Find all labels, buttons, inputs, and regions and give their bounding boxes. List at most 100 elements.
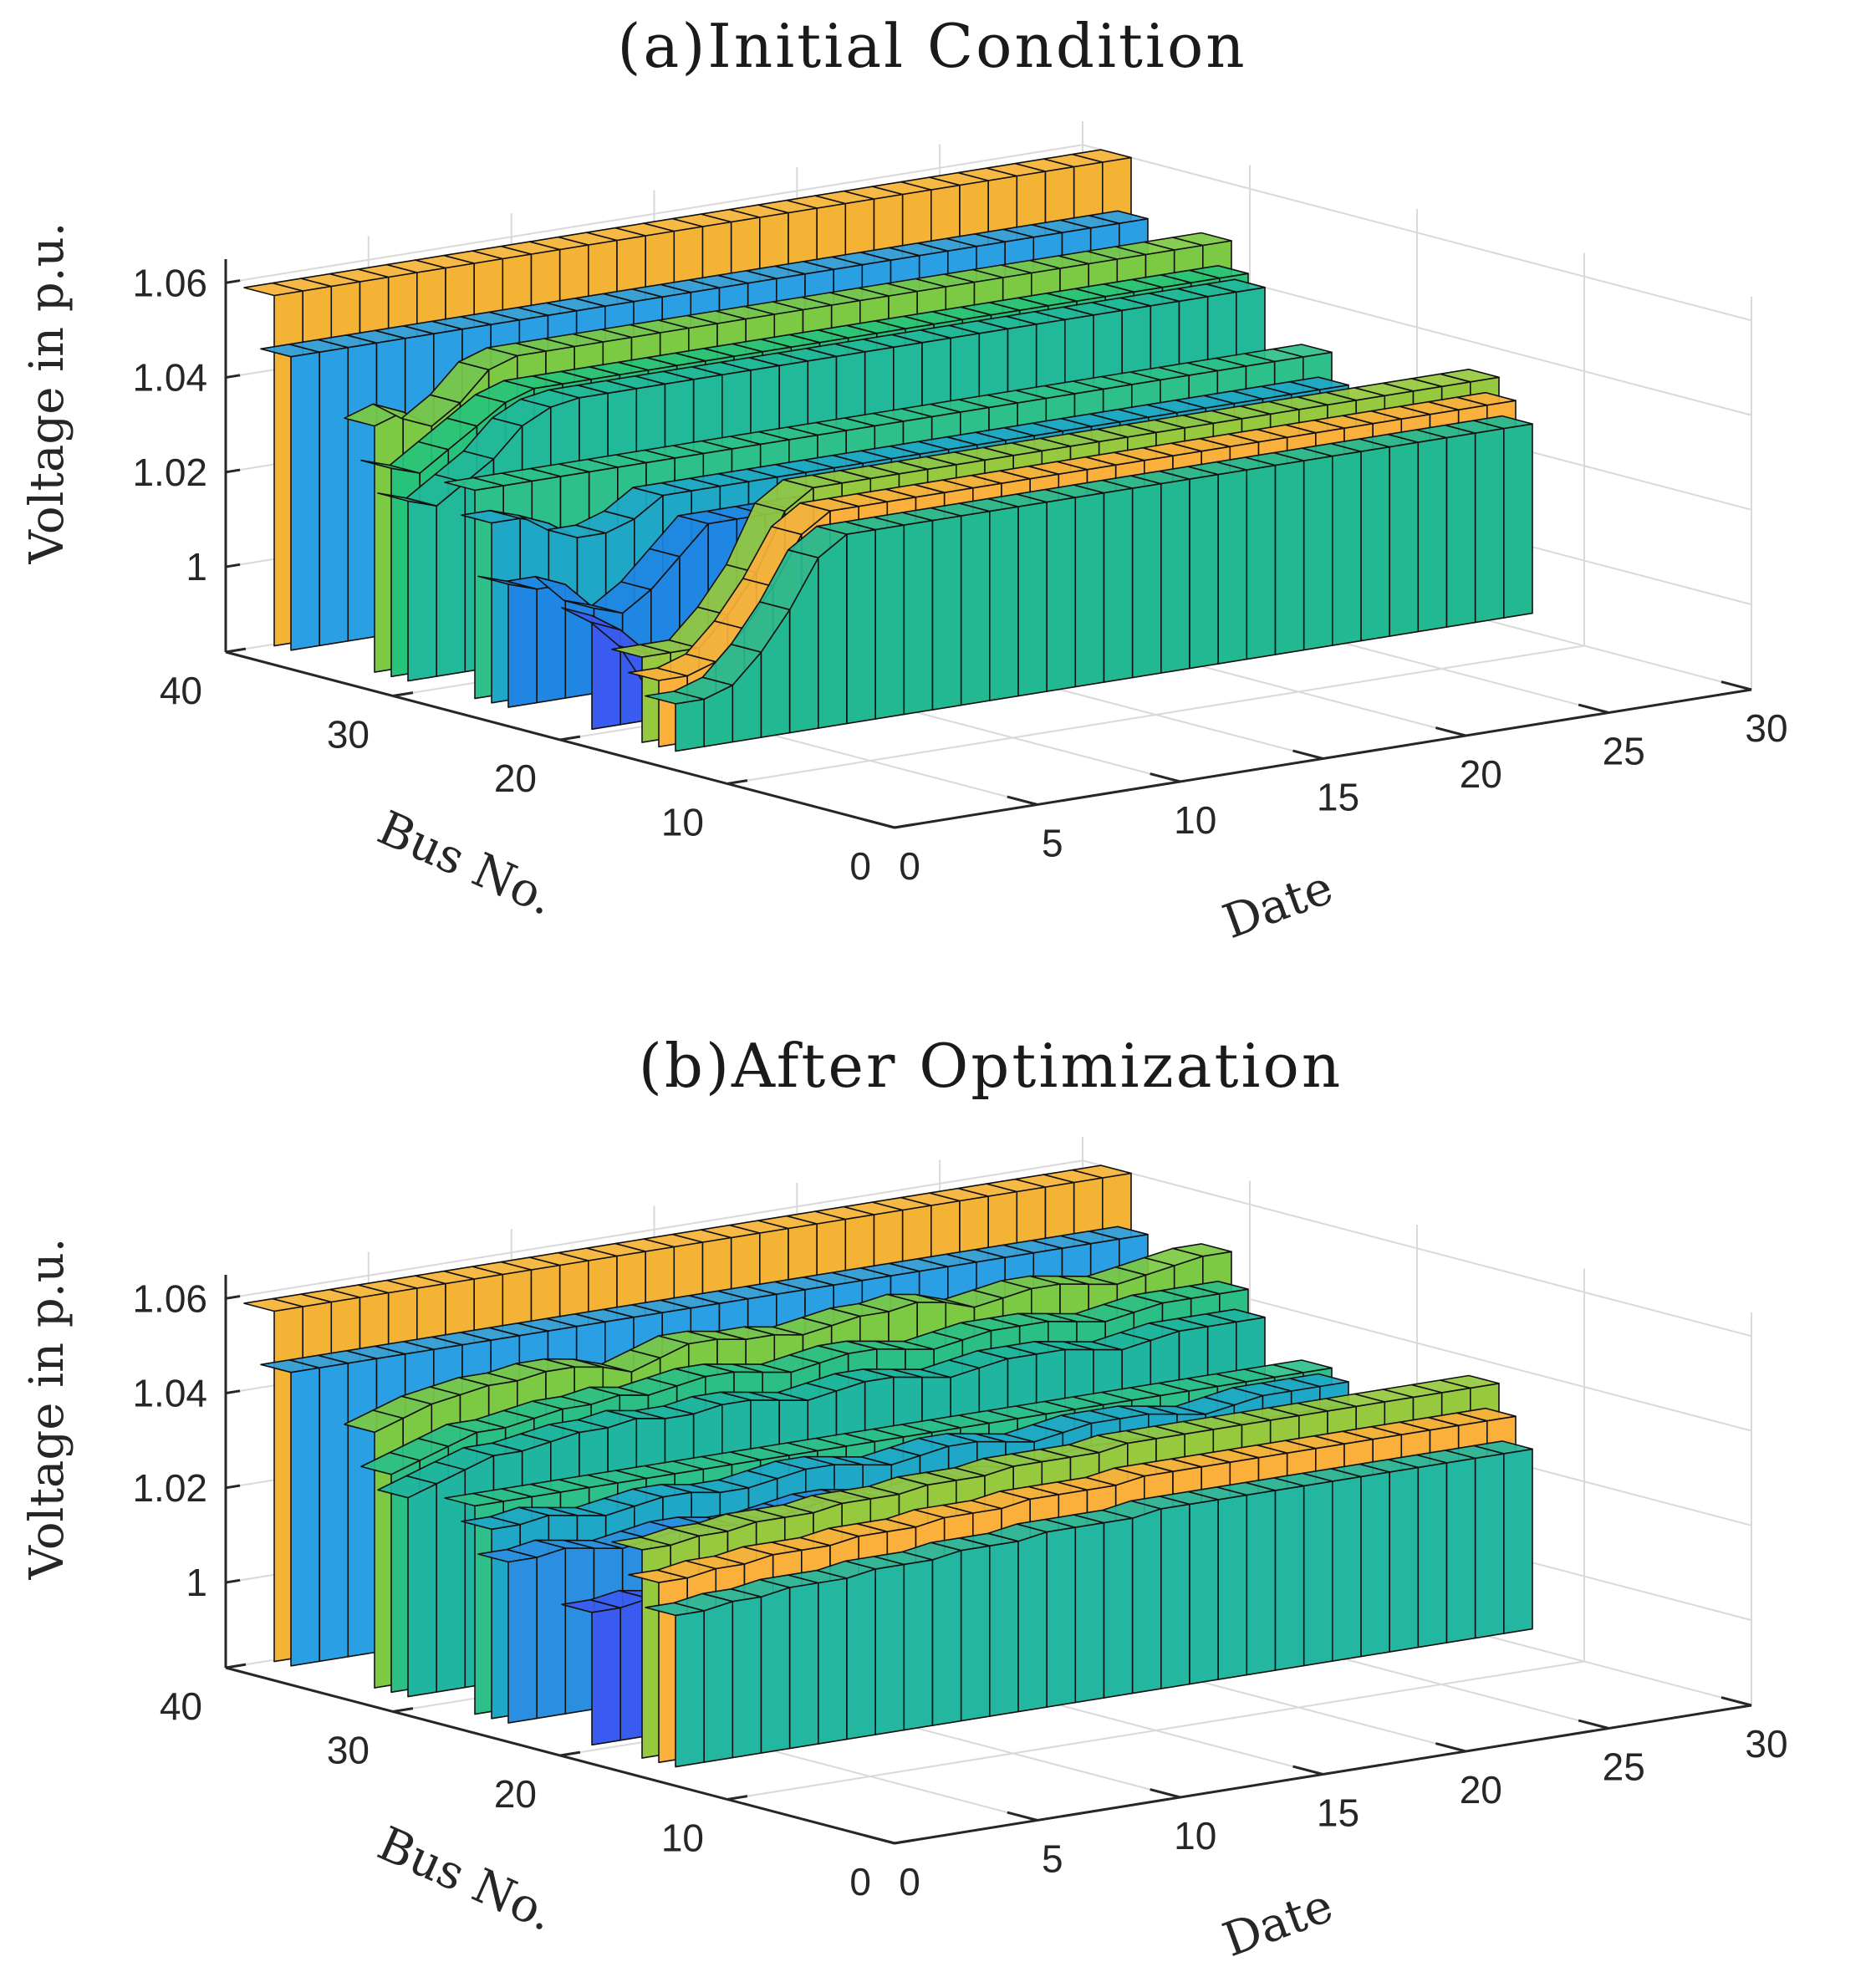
surface-cell bbox=[507, 583, 538, 708]
surface-cell bbox=[732, 1596, 762, 1759]
surface-cell bbox=[1074, 492, 1105, 688]
z-tick bbox=[225, 1295, 241, 1300]
surface-cell bbox=[1272, 1359, 1333, 1373]
surface-plot bbox=[243, 1164, 1533, 1768]
x-tick bbox=[1292, 1765, 1323, 1776]
surface-cell bbox=[1206, 1308, 1266, 1323]
surface-cell bbox=[1473, 1440, 1533, 1455]
y-tick-label: 0 bbox=[849, 1860, 871, 1903]
z-tick-label: 1.04 bbox=[132, 1372, 207, 1415]
y-tick bbox=[225, 1663, 247, 1669]
x-tick-label: 5 bbox=[1042, 822, 1063, 865]
surface-cell bbox=[1088, 1225, 1149, 1240]
surface-cell bbox=[931, 515, 962, 711]
surface-cell bbox=[931, 1549, 962, 1726]
y-axis-label: Bus No. bbox=[370, 801, 562, 926]
z-tick bbox=[225, 468, 241, 474]
x-tick-label: 15 bbox=[1317, 776, 1359, 819]
x-axis-label: Date bbox=[1216, 860, 1340, 950]
chart-title: (b)After Optimization bbox=[639, 1031, 1343, 1101]
surface-cell bbox=[989, 1540, 1019, 1717]
y-tick-label: 40 bbox=[160, 669, 202, 712]
x-tick-label: 20 bbox=[1460, 752, 1502, 796]
surface-cell bbox=[1189, 1499, 1219, 1685]
surface-cell bbox=[1302, 1480, 1333, 1667]
surface-cell bbox=[846, 1568, 876, 1740]
surface-cell bbox=[436, 482, 466, 677]
surface-cell bbox=[319, 346, 349, 647]
x-tick-label: 25 bbox=[1603, 730, 1645, 773]
y-tick bbox=[894, 823, 915, 829]
surface-cell bbox=[1389, 1466, 1420, 1653]
surface-cell bbox=[1046, 497, 1077, 692]
surface-cell bbox=[1017, 1531, 1048, 1713]
surface-cell bbox=[1103, 487, 1134, 683]
x-tick bbox=[1578, 703, 1609, 714]
y-tick-label: 30 bbox=[327, 713, 370, 757]
surface-cell bbox=[1246, 1490, 1277, 1676]
surface-cell bbox=[1389, 441, 1420, 637]
surface-cell bbox=[760, 1587, 791, 1754]
y-tick bbox=[894, 1838, 915, 1845]
x-tick-label: 25 bbox=[1603, 1745, 1645, 1789]
surface-cell bbox=[1360, 446, 1390, 642]
z-tick-label: 1.02 bbox=[132, 451, 207, 494]
surface-cell bbox=[1289, 1373, 1349, 1388]
surface-cell bbox=[1456, 1407, 1517, 1422]
surface-ribbon-bus-14 bbox=[645, 415, 1533, 752]
surface-cell bbox=[319, 1362, 349, 1663]
surface-cell bbox=[1274, 1485, 1305, 1671]
y-tick bbox=[559, 735, 581, 741]
y-tick bbox=[392, 1707, 414, 1713]
z-axis-label: Voltage in p.u. bbox=[20, 1238, 74, 1581]
surface-cell bbox=[1189, 264, 1249, 279]
surface-cell bbox=[1189, 1281, 1249, 1295]
surface-cell bbox=[817, 533, 848, 729]
surface-cell bbox=[1503, 1448, 1533, 1634]
surface-cell bbox=[1072, 1164, 1132, 1179]
y-axis-label: Bus No. bbox=[370, 1817, 562, 1942]
surface-cell bbox=[507, 1557, 538, 1724]
surface-cell bbox=[290, 351, 321, 651]
x-tick bbox=[864, 818, 895, 829]
y-tick-label: 30 bbox=[327, 1729, 370, 1772]
surface-cell bbox=[1503, 423, 1533, 619]
surface-cell bbox=[1302, 455, 1333, 651]
y-tick-label: 20 bbox=[494, 757, 537, 800]
surface-cell bbox=[1046, 1526, 1077, 1708]
surface-cell bbox=[1217, 1494, 1248, 1680]
x-tick bbox=[1150, 772, 1181, 783]
surface-cell bbox=[436, 1469, 466, 1693]
surface-cell bbox=[1189, 473, 1219, 670]
surface-cell bbox=[874, 524, 905, 720]
surface-cell bbox=[290, 1367, 321, 1667]
surface-cell bbox=[1332, 1475, 1362, 1662]
surface-cell bbox=[1272, 344, 1333, 358]
x-tick-label: 10 bbox=[1174, 1814, 1216, 1857]
surface-cell bbox=[903, 519, 934, 716]
surface-cell bbox=[347, 1358, 378, 1658]
x-tick bbox=[1721, 680, 1752, 691]
surface-cell bbox=[1131, 482, 1162, 679]
z-tick-label: 1.04 bbox=[132, 356, 207, 400]
x-tick bbox=[1150, 1788, 1181, 1799]
axes: 0 5 10 15 20 25 30 0 10 20 30 40 1 1.02 1.04 1.06 bbox=[132, 259, 1788, 888]
y-tick bbox=[559, 1750, 581, 1757]
surface-cell bbox=[1360, 1471, 1390, 1658]
z-tick-label: 1.02 bbox=[132, 1466, 207, 1510]
surface-cell bbox=[675, 1610, 706, 1768]
z-tick bbox=[225, 374, 241, 380]
y-tick-label: 40 bbox=[160, 1684, 202, 1728]
surface-cell bbox=[1456, 391, 1517, 406]
z-tick-label: 1 bbox=[186, 1561, 207, 1604]
surface-cell bbox=[1417, 1462, 1448, 1648]
z-tick bbox=[225, 1484, 241, 1490]
z-tick-label: 1 bbox=[186, 545, 207, 589]
surface-cell bbox=[536, 583, 567, 704]
surface-cell bbox=[903, 1559, 934, 1731]
surface-cell bbox=[1246, 464, 1277, 660]
surface-cell bbox=[1172, 232, 1232, 247]
axes: 0 5 10 15 20 25 30 0 10 20 30 40 1 1.02 1.04 1.06 bbox=[132, 1275, 1788, 1903]
x-tick-label: 0 bbox=[899, 1860, 920, 1903]
